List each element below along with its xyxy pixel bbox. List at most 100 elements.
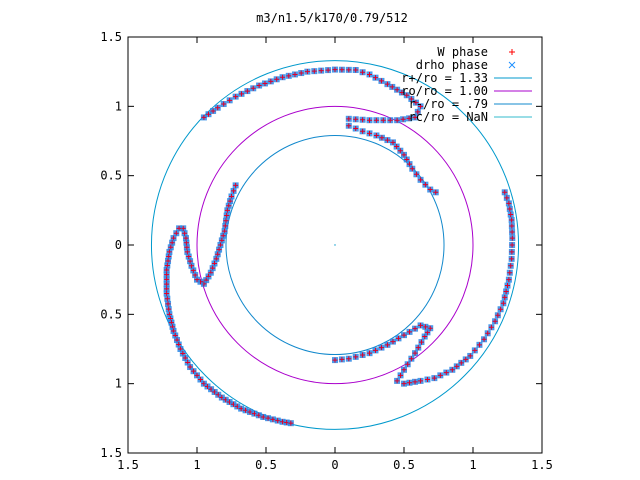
w-marker: [387, 117, 393, 123]
data-point: [508, 248, 515, 255]
data-point: [345, 122, 352, 129]
w-marker: [318, 68, 324, 74]
x-axis-ticks: 1.5 1 0.5 0 0.5 1 1.5: [117, 37, 553, 472]
w-marker: [505, 283, 510, 289]
legend-label: drho phase: [416, 58, 488, 72]
data-point: [462, 356, 469, 363]
data-point: [373, 132, 380, 139]
center-dot: [334, 244, 336, 246]
data-point: [395, 335, 402, 342]
w-marker: [164, 281, 170, 287]
data-point: [394, 86, 401, 93]
data-point: [287, 420, 294, 427]
x-tick-label: 1.5: [117, 458, 139, 472]
data-point: [187, 364, 194, 371]
w-marker: [311, 68, 317, 74]
x-tick-label: 1: [193, 458, 200, 472]
data-point: [197, 376, 204, 383]
data-point: [173, 230, 180, 237]
legend-plus-marker: [509, 49, 515, 55]
w-marker: [346, 123, 352, 129]
w-marker: [412, 326, 418, 332]
data-point: [190, 368, 197, 375]
w-marker: [390, 339, 396, 345]
w-marker: [418, 339, 424, 345]
data-point: [401, 380, 407, 387]
w-marker: [260, 414, 266, 420]
w-marker: [165, 301, 171, 307]
data-point: [200, 114, 207, 121]
data-point: [408, 95, 415, 102]
w-marker: [360, 128, 366, 134]
w-marker: [275, 418, 281, 424]
data-point: [311, 68, 318, 75]
w-marker: [509, 229, 515, 235]
data-point: [366, 350, 373, 357]
w-marker: [422, 324, 428, 330]
w-marker: [404, 92, 410, 98]
data-point: [389, 338, 396, 345]
data-point: [404, 361, 411, 368]
w-marker: [418, 322, 424, 328]
data-point: [359, 128, 366, 135]
data-point: [506, 205, 513, 212]
w-marker: [418, 378, 424, 384]
data-point: [359, 352, 366, 359]
w-marker: [389, 84, 395, 90]
data-point: [163, 271, 170, 278]
data-point: [503, 288, 510, 295]
w-marker: [397, 148, 403, 154]
data-point: [260, 413, 267, 420]
data-point: [415, 344, 422, 351]
data-point: [484, 330, 491, 337]
data-point: [500, 300, 507, 307]
data-point: [418, 339, 425, 346]
w-marker: [413, 100, 419, 106]
w-marker: [503, 288, 509, 294]
w-marker: [412, 114, 418, 120]
x-tick-label: 0.5: [255, 458, 277, 472]
data-point: [427, 186, 434, 193]
data-point: [414, 108, 421, 115]
data-point: [366, 71, 373, 78]
data-point: [412, 114, 419, 121]
w-marker: [250, 85, 256, 91]
w-marker: [360, 352, 366, 358]
data-point: [476, 341, 483, 348]
data-point: [380, 117, 387, 124]
data-point: [352, 353, 359, 360]
w-marker: [407, 329, 413, 335]
data-point: [338, 66, 345, 73]
data-point: [165, 300, 172, 307]
w-marker: [506, 200, 512, 206]
w-marker: [164, 286, 170, 292]
data-point: [507, 211, 514, 218]
legend-label: rc/ro = NaN: [409, 110, 488, 124]
data-point: [387, 117, 394, 124]
data-point: [163, 285, 170, 292]
w-marker: [346, 116, 352, 122]
data-point: [417, 103, 424, 110]
phase-points: [163, 66, 516, 427]
w-marker: [508, 211, 514, 217]
w-marker: [176, 225, 182, 231]
w-marker: [498, 306, 504, 312]
data-point: [504, 282, 511, 289]
w-marker: [262, 80, 268, 86]
w-marker: [431, 375, 437, 381]
data-point: [214, 104, 221, 111]
data-point: [467, 352, 474, 359]
w-marker: [239, 91, 245, 97]
data-point: [352, 67, 359, 74]
data-point: [508, 223, 515, 230]
data-point: [291, 71, 298, 78]
w-marker: [380, 117, 386, 123]
w-marker: [492, 318, 498, 324]
w-marker: [405, 361, 411, 367]
data-point: [232, 182, 239, 189]
w-marker: [509, 249, 515, 255]
w-marker: [504, 195, 510, 201]
w-marker: [488, 324, 494, 330]
w-marker: [231, 188, 237, 194]
